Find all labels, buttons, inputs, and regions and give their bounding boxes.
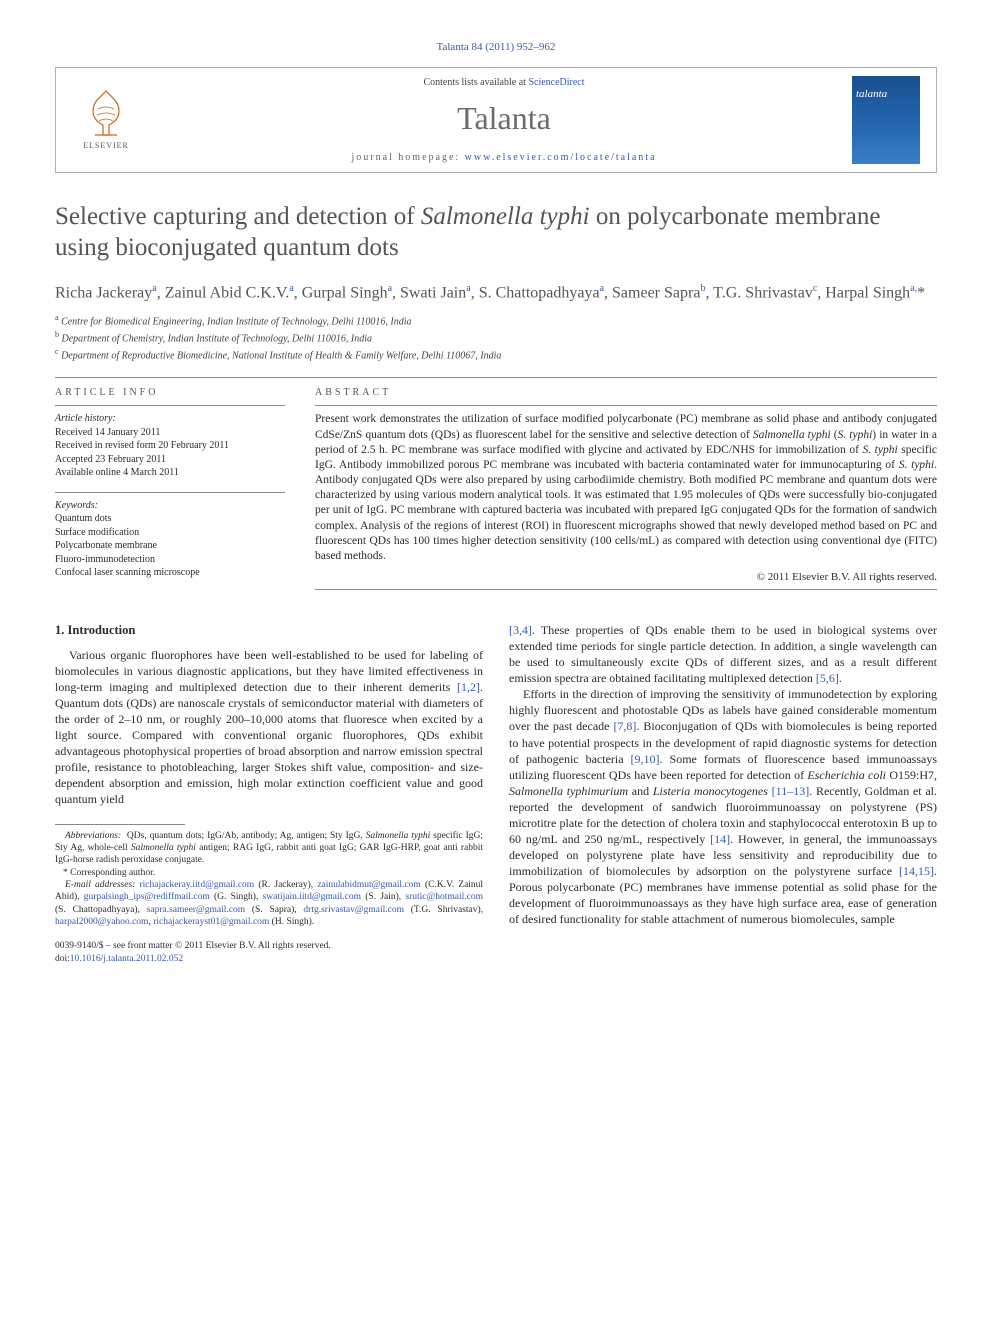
keywords-label: Keywords: <box>55 499 285 513</box>
keyword: Quantum dots <box>55 512 285 526</box>
keywords-block: Keywords: Quantum dots Surface modificat… <box>55 499 285 580</box>
issn-line: 0039-9140/$ – see front matter © 2011 El… <box>55 940 937 953</box>
email-addresses: E-mail addresses: richajackeray.iitd@gma… <box>55 879 483 928</box>
copyright: © 2011 Elsevier B.V. All rights reserved… <box>315 570 937 585</box>
affiliation-b: b Department of Chemistry, Indian Instit… <box>55 330 937 346</box>
affiliations: a Centre for Biomedical Engineering, Ind… <box>55 313 937 362</box>
history-label: Article history: <box>55 412 285 426</box>
keyword: Polycarbonate membrane <box>55 539 285 553</box>
sciencedirect-link[interactable]: ScienceDirect <box>528 77 584 88</box>
email-link[interactable]: gurpalsingh_ips@rediffmail.com <box>84 892 210 902</box>
email-link[interactable]: sapra.sameer@gmail.com <box>147 905 245 915</box>
homepage-link[interactable]: www.elsevier.com/locate/talanta <box>465 152 657 163</box>
intro-heading: 1. Introduction <box>55 622 483 639</box>
email-link[interactable]: zainulabidmut@gmail.com <box>317 880 420 890</box>
abstract-label: ABSTRACT <box>315 386 937 400</box>
affiliation-a: a Centre for Biomedical Engineering, Ind… <box>55 313 937 329</box>
intro-para-cont: [3,4]. These properties of QDs enable th… <box>509 622 937 686</box>
footnote-rule <box>55 824 185 825</box>
email-link[interactable]: swatijain.iitd@gmail.com <box>263 892 361 902</box>
header-citation: Talanta 84 (2011) 952–962 <box>55 40 937 55</box>
journal-name: Talanta <box>156 97 852 140</box>
elsevier-text: ELSEVIER <box>83 141 129 152</box>
page: Talanta 84 (2011) 952–962 ELSEVIER Conte… <box>0 0 992 996</box>
history-revised: Received in revised form 20 February 201… <box>55 439 285 453</box>
email-link[interactable]: richajackerayst01@gmail.com <box>153 917 269 927</box>
history-accepted: Accepted 23 February 2011 <box>55 453 285 467</box>
intro-para-2: Efforts in the direction of improving th… <box>509 686 937 927</box>
doi-link[interactable]: 10.1016/j.talanta.2011.02.052 <box>70 954 183 964</box>
history-block: Article history: Received 14 January 201… <box>55 412 285 480</box>
emails-label: E-mail addresses: <box>65 880 135 890</box>
keyword: Surface modification <box>55 526 285 540</box>
info-rule <box>55 405 285 406</box>
article-info: ARTICLE INFO Article history: Received 1… <box>55 386 285 596</box>
homepage-prefix: journal homepage: <box>351 152 464 163</box>
history-received: Received 14 January 2011 <box>55 426 285 440</box>
email-link[interactable]: srutic@hotmail.com <box>405 892 483 902</box>
column-right: [3,4]. These properties of QDs enable th… <box>509 622 937 928</box>
journal-header: ELSEVIER Contents lists available at Sci… <box>55 67 937 173</box>
homepage-line: journal homepage: www.elsevier.com/locat… <box>156 151 852 165</box>
contents-prefix: Contents lists available at <box>423 77 528 88</box>
doi-line: doi:10.1016/j.talanta.2011.02.052 <box>55 953 937 966</box>
info-label: ARTICLE INFO <box>55 386 285 400</box>
citation-link[interactable]: Talanta 84 (2011) 952–962 <box>437 41 556 53</box>
email-link[interactable]: richajackeray.iitd@gmail.com <box>139 880 254 890</box>
footnotes: Abbreviations: QDs, quantum dots; IgG/Ab… <box>55 830 483 929</box>
corresponding-author: * Corresponding author. <box>55 867 483 879</box>
email-link[interactable]: harpal2000@yahoo.com <box>55 917 148 927</box>
article-title: Selective capturing and detection of Sal… <box>55 201 937 264</box>
divider <box>55 377 937 378</box>
affiliation-c: c Department of Reproductive Biomedicine… <box>55 347 937 363</box>
keyword: Fluoro-immunodetection <box>55 553 285 567</box>
header-center: Contents lists available at ScienceDirec… <box>156 76 852 164</box>
abstract-block: ABSTRACT Present work demonstrates the u… <box>315 386 937 596</box>
history-online: Available online 4 March 2011 <box>55 466 285 480</box>
cover-title: talanta <box>856 87 916 102</box>
elsevier-logo[interactable]: ELSEVIER <box>72 81 140 159</box>
bottom-matter: 0039-9140/$ – see front matter © 2011 El… <box>55 940 937 966</box>
abbreviations: Abbreviations: QDs, quantum dots; IgG/Ab… <box>55 830 483 867</box>
meta-row: ARTICLE INFO Article history: Received 1… <box>55 386 937 596</box>
abstract-text: Present work demonstrates the utilizatio… <box>315 412 937 564</box>
column-left: 1. Introduction Various organic fluoroph… <box>55 622 483 928</box>
journal-cover-thumb[interactable]: talanta <box>852 76 920 164</box>
abstract-rule-bottom <box>315 589 937 590</box>
elsevier-tree-icon <box>83 89 129 139</box>
kw-rule <box>55 492 285 493</box>
intro-para-1: Various organic fluorophores have been w… <box>55 647 483 808</box>
contents-line: Contents lists available at ScienceDirec… <box>156 76 852 90</box>
keyword: Confocal laser scanning microscope <box>55 566 285 580</box>
abstract-rule <box>315 405 937 406</box>
email-link[interactable]: drtg.srivastav@gmail.com <box>303 905 404 915</box>
body-columns: 1. Introduction Various organic fluoroph… <box>55 622 937 928</box>
authors: Richa Jackeraya, Zainul Abid C.K.V.a, Gu… <box>55 282 937 304</box>
